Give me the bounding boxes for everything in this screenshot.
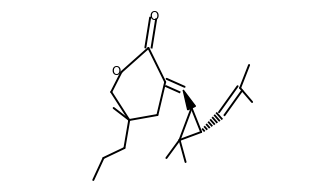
Text: O: O (112, 65, 121, 78)
Polygon shape (183, 90, 195, 110)
Text: O: O (149, 10, 159, 23)
